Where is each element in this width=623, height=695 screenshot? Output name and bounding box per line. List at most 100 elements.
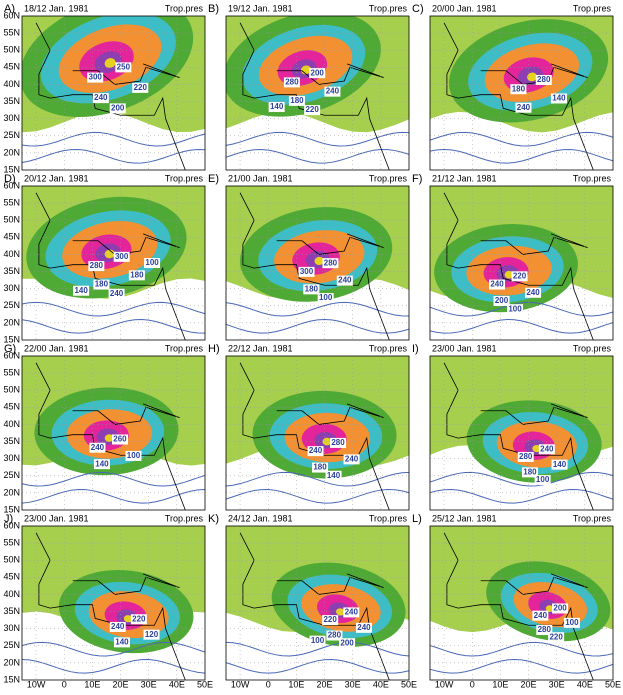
y-tick-label: 60N <box>3 10 20 20</box>
contour-label-bg <box>113 251 130 262</box>
contour-line <box>22 488 205 504</box>
contour-label: 120 <box>145 630 159 639</box>
contour-label: 220 <box>132 614 146 623</box>
panel-label: I) <box>412 343 419 355</box>
contour-label: 300 <box>115 252 129 261</box>
contour-label-bg <box>108 288 125 299</box>
contour-label-bg <box>298 266 315 277</box>
y-tick-label: 35N <box>3 606 20 616</box>
contour-label: 280 <box>90 261 104 270</box>
contour-label: 240 <box>345 454 359 463</box>
contour-label-bg <box>111 434 128 445</box>
y-tick-label: 20N <box>3 487 20 497</box>
contour-label: 100 <box>536 475 550 484</box>
field-region <box>527 72 538 82</box>
y-tick-label: 60N <box>3 350 20 360</box>
panel-title: Trop.pres <box>573 173 612 183</box>
panel-date: 18/12 Jan. 1981 <box>24 3 89 13</box>
y-tick-label: 50N <box>3 555 20 565</box>
contour-label-bg <box>550 93 567 104</box>
panel-label: F) <box>412 173 422 185</box>
coastline <box>276 403 384 425</box>
contour-label-bg <box>538 444 555 455</box>
x-tick-label: 50E <box>605 679 621 689</box>
contour-label: 240 <box>326 87 340 96</box>
panel-frame <box>21 525 206 681</box>
panel-date: 23/00 Jan. 1981 <box>432 343 497 353</box>
panel-label: L) <box>412 513 422 525</box>
coastline <box>443 192 594 340</box>
x-tick-label: 10E <box>84 679 100 689</box>
contour-label: 300 <box>89 73 103 82</box>
contour-line <box>430 318 613 334</box>
coastline <box>276 233 384 255</box>
coastline <box>443 22 594 170</box>
contour-label: 180 <box>512 84 526 93</box>
panel-title: Trop.pres <box>165 513 204 523</box>
y-tick-label: 45N <box>3 572 20 582</box>
contour-label: 100 <box>311 636 325 645</box>
contour-label: 280 <box>331 438 345 447</box>
contour-label: 100 <box>565 618 579 627</box>
contour-label-bg <box>109 103 126 114</box>
y-tick-label: 40N <box>3 79 20 89</box>
contour-label: 240 <box>110 289 124 298</box>
contour-line <box>430 658 613 674</box>
contour-label-bg <box>88 261 105 272</box>
y-tick-label: 20N <box>3 317 20 327</box>
contour-label: 250 <box>117 62 131 71</box>
contour-label-bg <box>143 629 160 640</box>
contour-line <box>226 488 409 504</box>
panel-frame <box>429 525 614 681</box>
contour-label-bg <box>115 62 132 73</box>
panel-frame <box>225 185 410 341</box>
panel-title: Trop.pres <box>165 3 204 13</box>
contour-label-bg <box>87 72 104 83</box>
y-tick-label: 35N <box>3 436 20 446</box>
contour-label: 240 <box>94 93 108 102</box>
y-tick-label: 45N <box>3 402 20 412</box>
coastline <box>443 362 594 510</box>
panel-frame <box>225 15 410 171</box>
contour-line <box>22 658 205 674</box>
contour-label: 140 <box>74 286 88 295</box>
contour-label: 180 <box>95 280 109 289</box>
panel-label: D) <box>4 173 16 185</box>
contour-label: 220 <box>549 632 563 641</box>
contour-label-bg <box>125 450 142 461</box>
panel-date: 25/12 Jan. 1981 <box>432 513 497 523</box>
contour-label: 200 <box>340 638 354 647</box>
y-tick-label: 30N <box>3 453 20 463</box>
panel-frame <box>21 185 206 341</box>
contour-label: 140 <box>95 459 109 468</box>
contour-line <box>22 471 205 487</box>
contour-line <box>22 131 205 147</box>
contour-label: 300 <box>300 267 314 276</box>
panel-label: H) <box>208 343 220 355</box>
contour-label-bg <box>339 638 356 649</box>
contour-label-bg <box>343 607 360 618</box>
panel-title: Trop.pres <box>369 173 408 183</box>
contour-label-bg <box>73 285 90 296</box>
panel-title: Trop.pres <box>369 343 408 353</box>
panel-date: 22/00 Jan. 1981 <box>24 343 89 353</box>
contour-line <box>430 301 613 317</box>
contour-label-bg <box>317 293 334 304</box>
contour-label: 200 <box>553 604 567 613</box>
contour-label: 240 <box>309 446 323 455</box>
contour-label: 200 <box>111 104 125 113</box>
contour-label-bg <box>552 603 569 614</box>
contour-label-bg <box>128 270 145 281</box>
contour-label: 180 <box>305 284 319 293</box>
panel-label: E) <box>208 173 219 185</box>
contour-line <box>22 318 205 334</box>
panel-title: Trop.pres <box>573 343 612 353</box>
contour-label: 240 <box>490 280 504 289</box>
x-tick-label: 20E <box>521 679 537 689</box>
contour-label: 280 <box>324 258 338 267</box>
field-region <box>104 58 116 68</box>
panel-title: Trop.pres <box>573 3 612 13</box>
contour-label-bg <box>309 68 326 79</box>
